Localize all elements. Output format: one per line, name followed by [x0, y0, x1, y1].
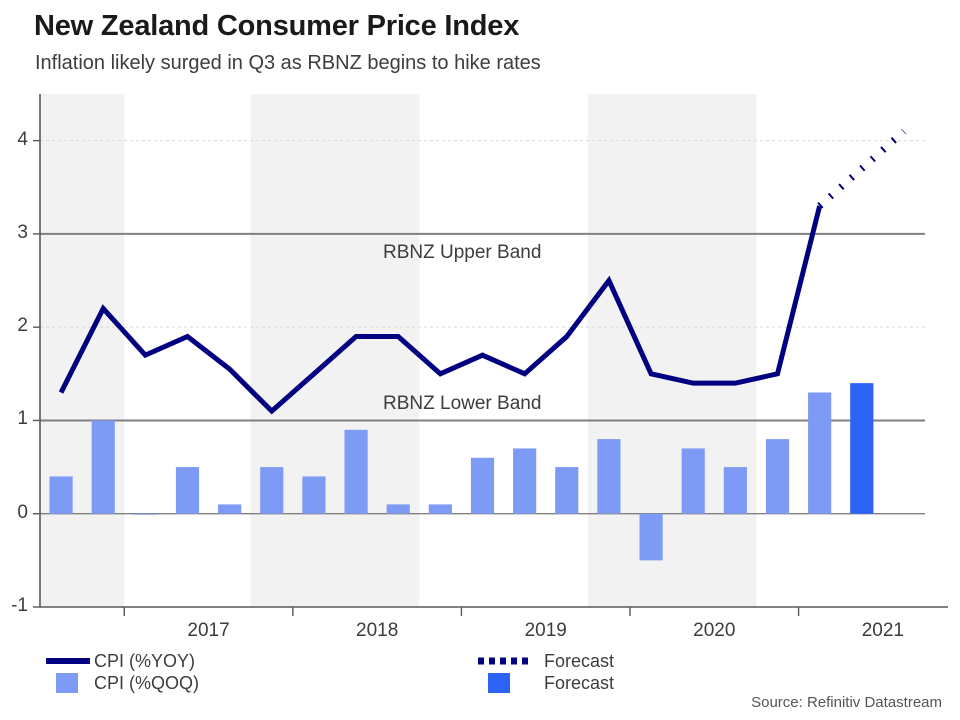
x-axis-tick-label: 2017: [187, 620, 230, 641]
y-axis-tick-label: -1: [11, 595, 28, 616]
legend-box-marker: [488, 673, 510, 693]
legend-label: CPI (%YOY): [94, 651, 196, 671]
bar-qoq: [723, 467, 747, 514]
legend-label: Forecast: [544, 673, 615, 693]
legend-label: Forecast: [544, 651, 615, 671]
bar-qoq: [555, 467, 579, 514]
x-axis-tick-label: 2021: [861, 620, 904, 641]
bar-qoq: [386, 504, 410, 514]
bar-qoq: [597, 439, 621, 514]
bar-qoq: [428, 504, 452, 514]
y-axis-tick-label: 3: [17, 221, 28, 243]
bar-qoq: [260, 467, 284, 514]
x-axis-tick-label: 2020: [693, 620, 736, 641]
bar-qoq: [344, 429, 368, 514]
legend-box-marker: [56, 673, 78, 693]
bar-qoq: [218, 504, 242, 514]
bar-qoq: [765, 439, 790, 514]
bar-qoq: [513, 448, 537, 514]
chart-shaded-band: [587, 94, 757, 607]
rbnz-band-label: RBNZ Lower Band: [383, 393, 542, 415]
legend-label: CPI (%QOQ): [94, 673, 200, 693]
page-title: New Zealand Consumer Price Index: [34, 10, 520, 42]
line-forecast-yoy: [817, 128, 907, 209]
y-axis-tick-label: 4: [17, 128, 28, 150]
x-axis-tick-label: 2019: [524, 620, 567, 641]
bar-qoq: [639, 513, 663, 561]
bar-qoq: [302, 476, 326, 514]
y-axis-tick-label: 2: [17, 315, 28, 337]
chart-shaded-band: [250, 94, 420, 607]
page-subtitle: Inflation likely surged in Q3 as RBNZ be…: [35, 52, 541, 74]
y-axis-tick-label: 0: [17, 501, 28, 523]
bar-qoq: [470, 457, 495, 514]
bar-qoq: [808, 392, 832, 514]
bar-qoq: [91, 420, 115, 514]
line-cpi-yoy: [58, 205, 823, 415]
bar-qoq: [681, 448, 705, 514]
rbnz-band-label: RBNZ Upper Band: [383, 241, 542, 263]
y-axis-tick-label: 1: [17, 408, 28, 430]
bar-qoq: [175, 467, 200, 514]
bar-forecast: [850, 383, 874, 514]
bar-qoq: [49, 476, 73, 514]
x-axis-tick-label: 2018: [356, 620, 399, 641]
bar-qoq: [133, 513, 157, 515]
source-label: Source: Refinitiv Datastream: [751, 694, 942, 711]
